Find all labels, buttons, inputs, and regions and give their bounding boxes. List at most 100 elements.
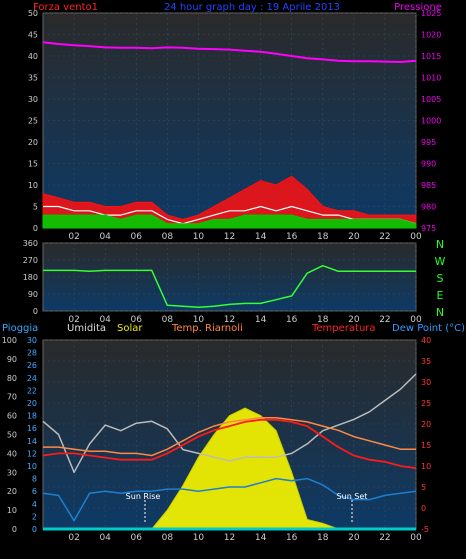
wind-x-axis: 02 04 06 08 10 12 14 16 18 20 22 00 <box>68 232 422 242</box>
direction-grid <box>43 242 417 312</box>
humidity-line <box>42 373 417 474</box>
wind-series <box>42 41 417 229</box>
pressure-axis-tick-label: 1010 <box>421 74 441 83</box>
wind-x-tick-label: 20 <box>348 232 360 242</box>
direction-x-tick-label: 04 <box>99 315 111 325</box>
direction-x-tick-label: 12 <box>224 315 235 325</box>
pressure-label: Pressione <box>394 2 442 13</box>
direction-x-tick-label: 10 <box>193 315 205 325</box>
dew-point-label: Dew Point (°C) <box>392 323 465 334</box>
climate-x-tick-label: 20 <box>348 533 360 543</box>
secondary-axis-tick-label: 16 <box>27 424 37 433</box>
rain-label: Pioggia <box>2 323 38 334</box>
climate-x-tick-label: 08 <box>162 533 174 543</box>
temperature-axis-tick-label: -5 <box>421 525 429 534</box>
climate-x-tick-label: 00 <box>410 533 422 543</box>
pressure-axis-tick-label: 980 <box>421 203 436 212</box>
direction-x-axis: 02 04 06 08 10 12 14 16 18 20 22 00 <box>68 315 422 325</box>
secondary-axis-tick-label: 8 <box>32 475 37 484</box>
climate-x-tick-label: 16 <box>286 533 298 543</box>
secondary-axis-tick-label: 28 <box>27 349 37 358</box>
rain-axis-tick-label: 40 <box>7 449 17 458</box>
wind-axis-tick-label: 10 <box>28 181 38 190</box>
wind-x-tick-label: 08 <box>162 232 174 242</box>
rain-axis-tick-label: 80 <box>7 374 17 383</box>
wind-axis-tick-label: 5 <box>33 203 38 212</box>
secondary-axis-tick-label: 18 <box>27 412 37 421</box>
humidity-label: Umidita <box>67 323 106 334</box>
direction-axis-tick-label: 0 <box>33 307 38 316</box>
rain-axis-tick-label: 0 <box>12 525 17 534</box>
app_temp-line <box>43 416 416 457</box>
wind-axis-left: 0 5 10 15 20 25 30 35 40 45 50 <box>28 9 38 233</box>
climate-x-axis: 02 04 06 08 10 12 14 16 18 20 22 00 <box>68 533 422 543</box>
rain-axis-tick-label: 50 <box>7 431 17 440</box>
temperature-axis-tick-label: 5 <box>421 483 426 492</box>
pressure-axis-tick-label: 990 <box>421 160 436 169</box>
sunrise-label: Sun Rise <box>126 492 161 501</box>
climate-x-tick-label: 22 <box>379 533 390 543</box>
app-temp-label: Temp. Riarnoli <box>171 323 243 334</box>
compass-n-top: N <box>436 238 444 251</box>
pressure-axis: 975 980 985 990 995 1000 1005 1010 1015 1020 1025 <box>421 9 441 233</box>
pressure-axis-tick-label: 1005 <box>421 95 441 104</box>
rain-axis: 0 10 20 30 40 50 60 70 80 90 100 <box>2 336 17 534</box>
temperature-axis-tick-label: 25 <box>421 399 431 408</box>
pressure-axis-tick-label: 1015 <box>421 52 441 61</box>
climate-x-tick-label: 14 <box>255 533 267 543</box>
compass-n-bottom: N <box>436 306 444 319</box>
temperature-axis-tick-label: 10 <box>421 462 431 471</box>
wind-axis-tick-label: 15 <box>28 160 38 169</box>
direction-x-tick-label: 22 <box>379 315 390 325</box>
temperature-label: Temperatura <box>311 323 376 334</box>
direction-x-tick-label: 06 <box>131 315 143 325</box>
wind-x-tick-label: 00 <box>410 232 422 242</box>
wind_avg-area <box>42 214 417 229</box>
direction-x-tick-label: 14 <box>255 315 267 325</box>
pressure-axis-tick-label: 975 <box>421 224 436 233</box>
rain-axis-tick-label: 20 <box>7 487 17 496</box>
secondary-axis-tick-label: 30 <box>27 336 37 345</box>
direction-x-tick-label: 18 <box>317 315 329 325</box>
direction-x-tick-label: 02 <box>68 315 79 325</box>
temperature-line <box>42 418 417 469</box>
compass-letters: N W S E N <box>435 238 446 319</box>
rain-axis-tick-label: 100 <box>2 336 17 345</box>
climate-x-tick-label: 10 <box>193 533 205 543</box>
secondary-axis-tick-label: 14 <box>27 437 37 446</box>
wind-x-tick-label: 06 <box>131 232 143 242</box>
direction-axis-tick-label: 270 <box>23 256 38 265</box>
solar-label: Solar <box>117 323 143 334</box>
pressure-axis-tick-label: 1020 <box>421 31 441 40</box>
wind-x-tick-label: 22 <box>379 232 390 242</box>
rain-axis-tick-label: 70 <box>7 393 17 402</box>
temperature-axis-tick-label: 0 <box>421 504 426 513</box>
pressure-axis-tick-label: 995 <box>421 138 436 147</box>
wind-x-tick-label: 04 <box>99 232 111 242</box>
climate-x-tick-label: 18 <box>317 533 329 543</box>
secondary-axis-tick-label: 22 <box>27 386 37 395</box>
climate-x-tick-label: 06 <box>131 533 143 543</box>
climate-x-tick-label: 04 <box>99 533 111 543</box>
direction-axis-tick-label: 90 <box>28 290 38 299</box>
secondary-axis-tick-label: 26 <box>27 361 37 370</box>
wind-axis-tick-label: 45 <box>28 31 38 40</box>
wind-x-tick-label: 18 <box>317 232 329 242</box>
direction-axis: 0 90 180 270 360 <box>23 239 38 316</box>
direction-x-tick-label: 00 <box>410 315 422 325</box>
wind-axis-tick-label: 0 <box>33 224 38 233</box>
wind-axis-tick-label: 30 <box>28 95 38 104</box>
compass-e: E <box>437 289 444 302</box>
wind-panel-left-label: Forza vento1 <box>33 2 98 13</box>
secondary-axis-tick-label: 4 <box>32 500 37 509</box>
temperature-axis-tick-label: 40 <box>421 336 431 345</box>
direction-series <box>43 264 416 308</box>
direction-x-tick-label: 20 <box>348 315 360 325</box>
direction-line <box>43 264 416 308</box>
temperature-axis-tick-label: 35 <box>421 357 431 366</box>
direction-x-tick-label: 16 <box>286 315 298 325</box>
compass-s: S <box>437 272 444 285</box>
direction-axis-tick-label: 360 <box>23 239 38 248</box>
